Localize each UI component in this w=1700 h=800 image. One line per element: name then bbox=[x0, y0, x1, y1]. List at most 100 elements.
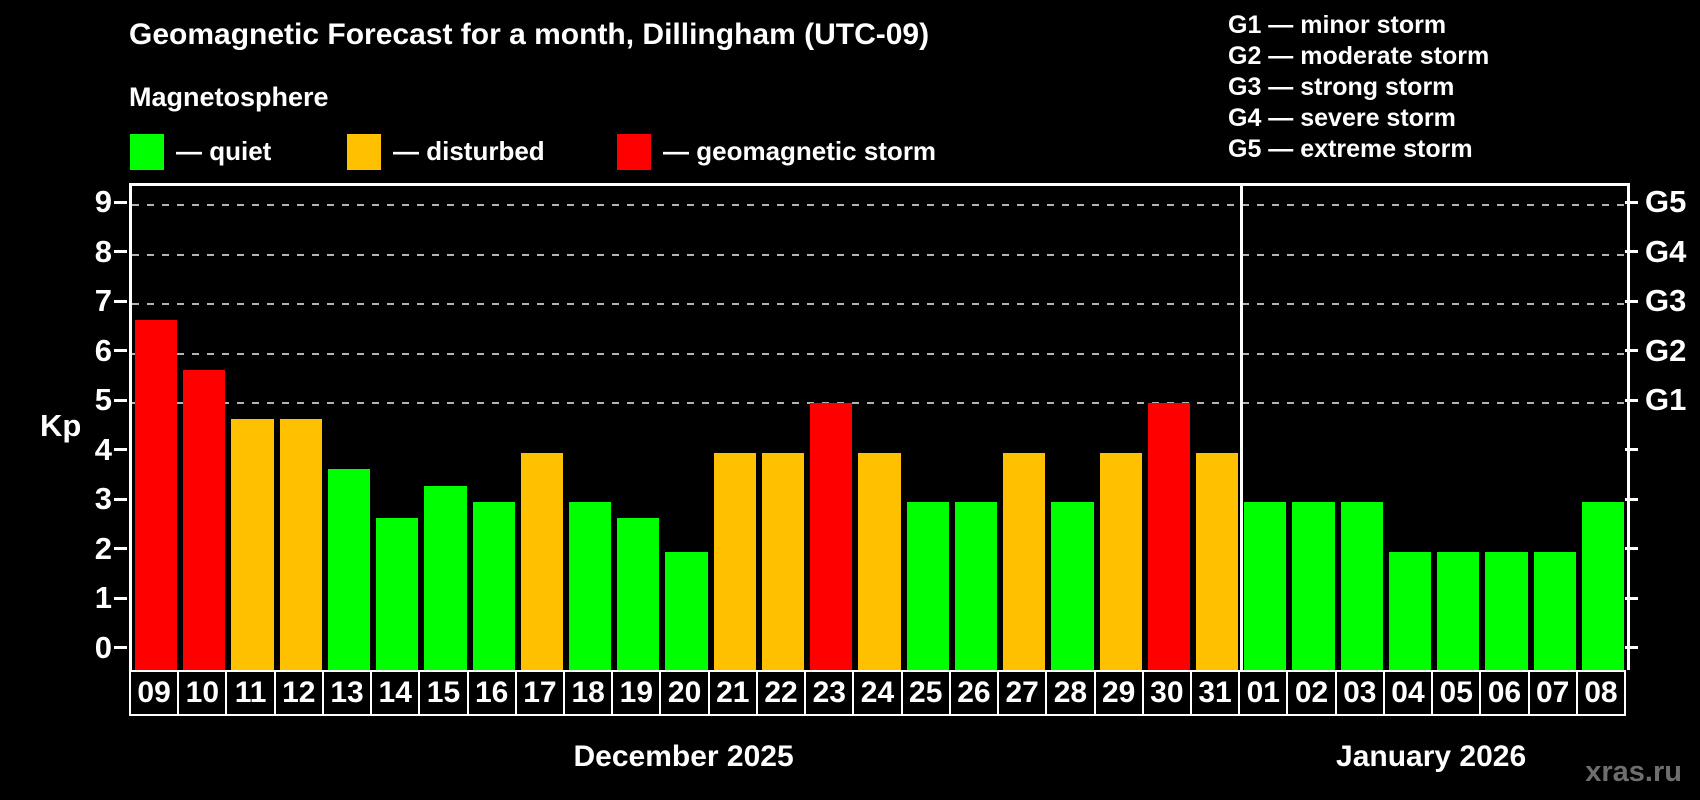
kp-bar-day-02 bbox=[1292, 502, 1335, 670]
legend-label-storm: — geomagnetic storm bbox=[663, 136, 937, 166]
right-axis-tick bbox=[1625, 398, 1638, 402]
plot-area bbox=[129, 183, 1630, 670]
kp-bar-day-01 bbox=[1244, 502, 1287, 670]
magnetosphere-label: Magnetosphere bbox=[129, 82, 329, 112]
day-label-19: 19 bbox=[611, 670, 662, 716]
right-axis-tick bbox=[1625, 250, 1638, 253]
kp-bar-day-27 bbox=[1003, 452, 1046, 670]
kp-bar-day-24 bbox=[858, 452, 901, 670]
right-axis-tick bbox=[1625, 547, 1638, 550]
kp-bar-day-13 bbox=[327, 468, 371, 670]
left-axis-tick bbox=[114, 250, 127, 253]
watermark: xras.ru bbox=[1585, 756, 1682, 788]
kp-bar-day-17 bbox=[520, 452, 564, 670]
day-label-08: 08 bbox=[1575, 670, 1626, 716]
disturbed-color-swatch bbox=[347, 133, 381, 170]
kp-bar-day-07 bbox=[1533, 551, 1576, 670]
g-legend-line-g3: G3 — strong storm bbox=[1228, 73, 1455, 101]
day-label-09: 09 bbox=[129, 670, 180, 716]
kp-bar-day-26 bbox=[954, 502, 998, 670]
right-axis-tick bbox=[1625, 596, 1638, 600]
left-axis-tick bbox=[114, 349, 127, 352]
month-separator-line bbox=[1239, 186, 1243, 670]
kp-bar-day-31 bbox=[1195, 452, 1239, 670]
left-axis-tick bbox=[114, 646, 127, 649]
left-axis-tick bbox=[114, 299, 127, 303]
g-legend-line-g2: G2 — moderate storm bbox=[1228, 42, 1490, 70]
left-axis-tick bbox=[114, 596, 127, 600]
kp-bar-day-29 bbox=[1099, 452, 1142, 670]
kp-tick-label-7: 7 bbox=[94, 283, 112, 318]
day-label-12: 12 bbox=[273, 670, 324, 716]
kp-bar-day-23 bbox=[810, 403, 853, 670]
g-legend-line-g4: G4 — severe storm bbox=[1228, 104, 1456, 132]
kp-bar-day-19 bbox=[617, 518, 660, 670]
g-legend-line-g5: G5 — extreme storm bbox=[1228, 135, 1473, 163]
kp-bar-day-28 bbox=[1051, 502, 1094, 670]
day-label-31: 31 bbox=[1189, 670, 1241, 716]
g-tick-label-g3: G3 bbox=[1645, 283, 1687, 318]
kp-bar-day-20 bbox=[665, 551, 708, 670]
day-label-05: 05 bbox=[1431, 670, 1482, 716]
day-label-23: 23 bbox=[804, 670, 855, 716]
quiet-color-swatch bbox=[130, 133, 164, 170]
month-label-december: December 2025 bbox=[573, 740, 794, 773]
kp-axis-label: Kp bbox=[40, 408, 82, 443]
day-axis-strip: 09 10 11 12 13 14 15 16 17 18 19 20 21 22 23 24 25 26 27 28… bbox=[129, 670, 1628, 716]
kp-bar-day-03 bbox=[1340, 502, 1383, 670]
day-label-06: 06 bbox=[1479, 670, 1530, 716]
day-label-27: 27 bbox=[997, 670, 1048, 716]
day-label-29: 29 bbox=[1093, 670, 1144, 716]
day-label-13: 13 bbox=[321, 670, 373, 716]
right-axis-tick bbox=[1625, 646, 1638, 649]
day-label-20: 20 bbox=[659, 670, 710, 716]
day-label-16: 16 bbox=[466, 670, 517, 716]
kp-tick-label-3: 3 bbox=[94, 481, 112, 516]
g-tick-label-g4: G4 bbox=[1645, 233, 1687, 269]
day-label-15: 15 bbox=[418, 670, 469, 716]
kp-bar-day-16 bbox=[472, 502, 515, 670]
kp-tick-label-8: 8 bbox=[94, 233, 112, 269]
left-axis-tick bbox=[114, 448, 127, 451]
day-label-24: 24 bbox=[852, 670, 903, 716]
day-label-21: 21 bbox=[707, 670, 758, 716]
day-label-30: 30 bbox=[1141, 670, 1192, 716]
gridline-kp-6 bbox=[132, 352, 1627, 355]
kp-bar-day-21 bbox=[713, 452, 756, 670]
g-tick-label-g1: G1 bbox=[1645, 382, 1687, 417]
kp-tick-label-6: 6 bbox=[94, 332, 112, 368]
day-label-25: 25 bbox=[900, 670, 951, 716]
left-axis-tick bbox=[114, 398, 127, 402]
right-axis-tick bbox=[1625, 448, 1638, 451]
kp-bar-day-22 bbox=[761, 452, 805, 670]
right-axis-tick bbox=[1625, 497, 1638, 501]
g-tick-label-g2: G2 bbox=[1645, 332, 1687, 368]
kp-tick-label-0: 0 bbox=[94, 629, 112, 665]
page-title: Geomagnetic Forecast for a month, Dillin… bbox=[129, 18, 930, 51]
day-label-10: 10 bbox=[177, 670, 228, 716]
legend-item-disturbed: — disturbed bbox=[347, 133, 545, 170]
kp-bar-day-25 bbox=[906, 502, 949, 670]
kp-bar-day-04 bbox=[1388, 551, 1432, 670]
day-label-04: 04 bbox=[1382, 670, 1434, 716]
day-label-01: 01 bbox=[1238, 670, 1289, 716]
day-label-14: 14 bbox=[370, 670, 421, 716]
g-tick-label-g5: G5 bbox=[1645, 184, 1687, 219]
kp-bar-day-05 bbox=[1437, 551, 1480, 670]
g-scale-legend: G1 — minor storm G2 — moderate storm G3 … bbox=[1228, 10, 1489, 165]
g-legend-line-g1: G1 — minor storm bbox=[1228, 11, 1447, 39]
kp-tick-label-1: 1 bbox=[94, 580, 112, 615]
legend-item-storm: — geomagnetic storm bbox=[617, 133, 936, 170]
kp-tick-label-2: 2 bbox=[94, 530, 112, 566]
gridline-kp-5 bbox=[132, 402, 1627, 404]
right-axis-tick bbox=[1625, 349, 1638, 352]
legend-item-quiet: — quiet bbox=[130, 133, 271, 170]
kp-tick-label-4: 4 bbox=[94, 431, 112, 467]
storm-color-swatch bbox=[617, 133, 651, 170]
day-label-22: 22 bbox=[755, 670, 807, 716]
day-label-11: 11 bbox=[225, 670, 276, 716]
kp-bar-day-18 bbox=[569, 502, 612, 670]
day-label-28: 28 bbox=[1045, 670, 1096, 716]
left-axis-tick bbox=[114, 547, 127, 550]
